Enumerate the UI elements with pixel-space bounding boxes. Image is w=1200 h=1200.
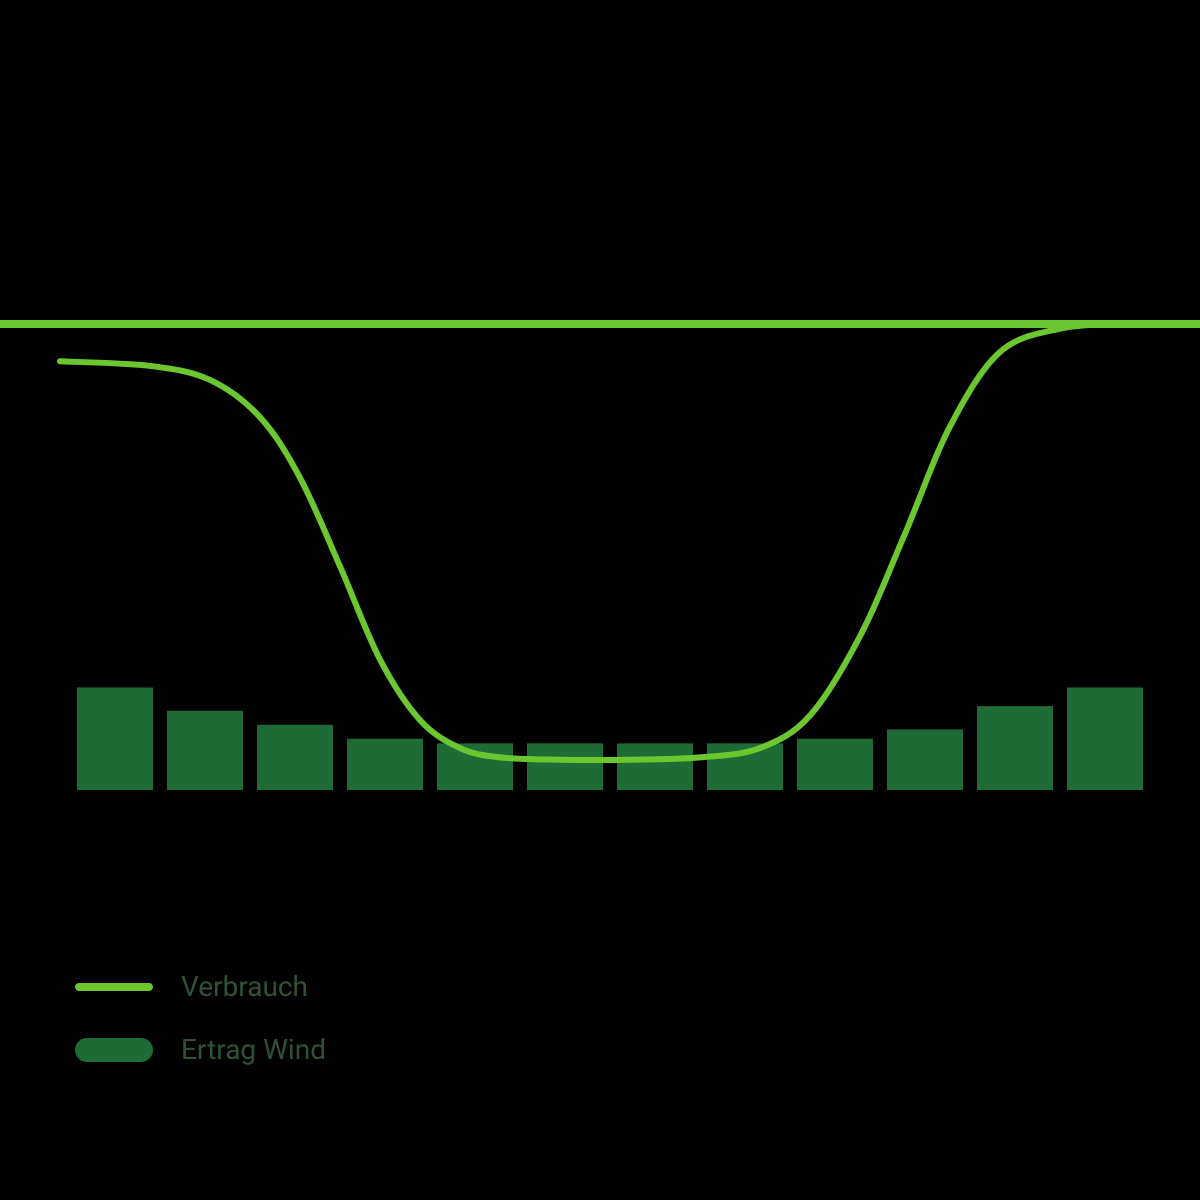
bar <box>167 711 243 790</box>
bar <box>257 725 333 790</box>
legend-label-verbrauch: Verbrauch <box>181 970 308 1003</box>
legend-item-ertrag-wind: Ertrag Wind <box>75 1033 326 1066</box>
energy-chart: Verbrauch Ertrag Wind <box>0 0 1200 1200</box>
bar <box>1067 687 1143 790</box>
legend-label-ertrag-wind: Ertrag Wind <box>181 1033 326 1066</box>
legend-swatch-line <box>75 983 153 991</box>
bar <box>617 743 693 790</box>
bar <box>977 706 1053 790</box>
chart-legend: Verbrauch Ertrag Wind <box>75 970 326 1096</box>
bar <box>527 743 603 790</box>
bar <box>887 729 963 790</box>
legend-item-verbrauch: Verbrauch <box>75 970 326 1003</box>
verbrauch-line <box>60 324 1150 760</box>
bar <box>797 739 873 790</box>
bar <box>347 739 423 790</box>
legend-swatch-pill <box>75 1038 153 1062</box>
bar <box>77 687 153 790</box>
